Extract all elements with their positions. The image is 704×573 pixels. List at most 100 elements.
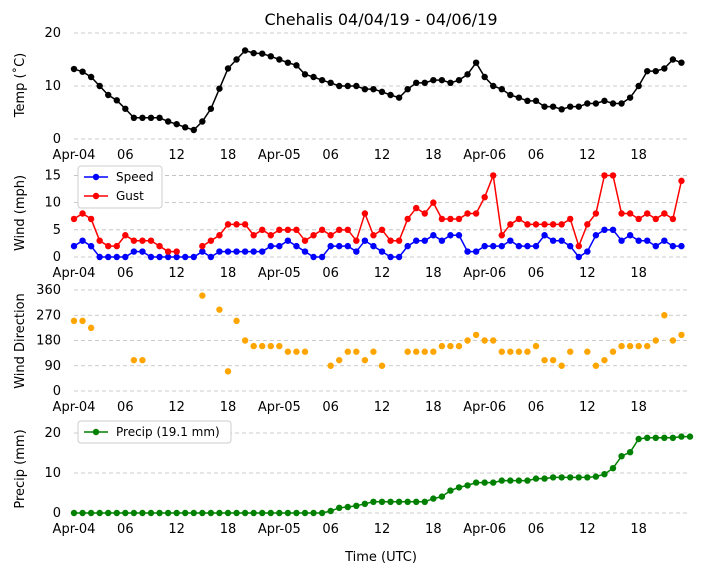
figure-title: Chehalis 04/04/19 - 04/06/19 [264, 10, 497, 29]
data-point-temp [156, 114, 163, 122]
chart-panels: 0 10 20 Apr-04 06 12 18 Apr-05 06 12 18 Apr-06 06 12 1… [12, 26, 694, 537]
x-tick-label: 12 [579, 266, 596, 281]
data-point-direction [250, 342, 257, 350]
x-tick-label: 18 [425, 522, 442, 537]
data-point-speed [584, 248, 591, 255]
data-point-temp [567, 103, 574, 110]
data-point-speed [353, 248, 360, 255]
data-point-precip [438, 493, 446, 500]
data-point-direction [284, 348, 292, 355]
data-point-precip [318, 509, 326, 517]
data-point-direction [233, 317, 240, 325]
legend-marker-precip [92, 428, 100, 436]
data-point-precip [216, 509, 223, 517]
data-point-direction [644, 342, 651, 350]
data-point-temp [404, 85, 411, 93]
data-point-gust [661, 210, 668, 217]
data-point-gust [395, 237, 403, 244]
data-point-temp [438, 76, 446, 84]
data-point-speed [464, 248, 471, 255]
data-point-speed [96, 253, 103, 261]
y-tick-label: 0 [53, 506, 61, 521]
data-point-speed [635, 237, 642, 244]
data-point-precip [507, 477, 514, 484]
series-line-speed [73, 229, 682, 258]
data-point-precip [661, 434, 668, 441]
data-point-temp [96, 82, 103, 90]
data-point-direction [524, 348, 531, 355]
data-point-precip [156, 509, 163, 517]
data-point-gust [541, 221, 548, 228]
data-point-gust [130, 237, 138, 244]
data-point-gust [644, 210, 651, 217]
x-tick-label: 18 [630, 400, 647, 415]
data-point-temp [515, 94, 523, 101]
data-point-precip [652, 434, 659, 441]
data-point-speed [361, 237, 369, 244]
data-point-precip [558, 474, 565, 481]
data-point-speed [327, 242, 334, 250]
data-point-precip [293, 509, 300, 517]
x-tick-label: Apr-04 [53, 400, 96, 415]
data-point-direction [378, 362, 386, 369]
data-point-temp [293, 62, 300, 69]
legend-label-speed: Speed [116, 170, 154, 184]
data-point-gust [464, 210, 471, 217]
x-tick-label: Apr-04 [53, 522, 96, 537]
data-point-gust [438, 215, 446, 223]
data-point-gust [669, 215, 677, 223]
data-point-direction [481, 337, 488, 344]
data-point-precip [327, 507, 334, 515]
data-point-precip [164, 509, 172, 517]
data-point-direction [79, 317, 86, 325]
x-tick-label: 18 [630, 266, 647, 281]
data-point-speed [318, 253, 326, 261]
data-point-temp [241, 47, 249, 54]
legend-marker-gust [92, 192, 100, 200]
x-tick-label: 12 [579, 400, 596, 415]
data-point-temp [190, 126, 197, 134]
y-tick-label: 270 [36, 308, 61, 323]
series-line-gust [201, 172, 683, 249]
data-point-temp [182, 124, 189, 131]
data-point-direction [567, 348, 574, 355]
data-point-direction [224, 368, 232, 375]
data-point-temp [79, 68, 86, 75]
data-point-gust [336, 226, 343, 234]
data-point-gust [173, 248, 180, 255]
data-point-direction [241, 337, 249, 344]
data-point-speed [413, 237, 420, 244]
data-point-speed [301, 248, 309, 255]
data-point-gust [301, 237, 309, 244]
data-point-speed [490, 242, 497, 250]
data-point-gust [113, 242, 120, 250]
data-point-precip [276, 509, 283, 517]
x-tick-label: 12 [374, 266, 391, 281]
data-point-speed [284, 237, 292, 244]
data-point-precip [224, 509, 232, 517]
x-tick-label: 06 [528, 400, 545, 415]
chart-panel-2: 0 5 10 15 Apr-04 06 12 18 Apr-05 06 12 18 Apr-06 06 12… [13, 165, 690, 281]
data-point-direction [353, 348, 360, 355]
data-point-temp [541, 103, 548, 110]
y-tick-label: 10 [44, 466, 61, 481]
data-point-speed [70, 242, 78, 250]
data-point-precip [182, 509, 189, 517]
data-point-speed [173, 253, 180, 261]
data-point-temp [70, 65, 78, 73]
x-tick-label: Apr-06 [463, 266, 506, 281]
data-point-speed [336, 242, 343, 250]
data-point-temp [584, 100, 591, 107]
data-point-speed [515, 242, 523, 250]
data-point-precip [250, 509, 257, 517]
x-tick-label: Apr-06 [463, 400, 506, 415]
data-point-temp [267, 53, 274, 60]
data-point-precip [584, 474, 591, 481]
data-point-precip [395, 498, 403, 505]
data-point-temp [327, 79, 334, 87]
data-point-precip [549, 474, 557, 481]
data-point-gust [284, 226, 292, 234]
data-point-speed [182, 253, 189, 261]
data-point-speed [395, 253, 403, 261]
x-tick-label: Apr-05 [258, 266, 301, 281]
